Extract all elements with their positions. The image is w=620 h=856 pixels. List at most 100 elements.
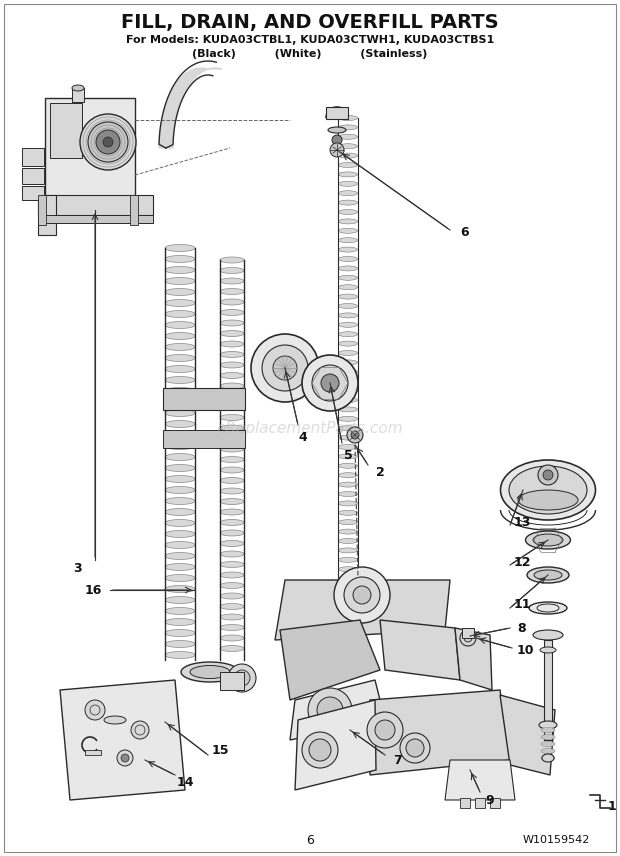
Ellipse shape: [339, 595, 358, 600]
Ellipse shape: [339, 510, 358, 515]
Ellipse shape: [339, 172, 358, 177]
Ellipse shape: [339, 586, 358, 591]
Ellipse shape: [220, 614, 244, 620]
Text: 1: 1: [608, 800, 616, 812]
Ellipse shape: [220, 603, 244, 609]
Ellipse shape: [165, 520, 195, 526]
Circle shape: [308, 688, 352, 732]
Circle shape: [543, 470, 553, 480]
Ellipse shape: [165, 388, 195, 395]
Bar: [72, 88, 84, 102]
Ellipse shape: [339, 482, 358, 487]
Circle shape: [85, 700, 105, 720]
Ellipse shape: [339, 397, 358, 402]
Ellipse shape: [339, 247, 358, 253]
Text: FILL, DRAIN, AND OVERFILL PARTS: FILL, DRAIN, AND OVERFILL PARTS: [121, 13, 499, 32]
Circle shape: [302, 355, 358, 411]
Ellipse shape: [220, 562, 244, 568]
Ellipse shape: [220, 456, 244, 462]
Text: 5: 5: [343, 449, 352, 461]
Circle shape: [273, 356, 297, 380]
Ellipse shape: [220, 635, 244, 641]
Bar: [50, 103, 82, 158]
Ellipse shape: [339, 454, 358, 459]
Ellipse shape: [165, 322, 195, 329]
Ellipse shape: [339, 623, 358, 628]
Circle shape: [351, 431, 359, 439]
Ellipse shape: [339, 285, 358, 289]
Ellipse shape: [339, 238, 358, 243]
Bar: [38, 215, 153, 223]
Ellipse shape: [339, 378, 358, 383]
Ellipse shape: [165, 563, 195, 570]
Circle shape: [332, 135, 342, 145]
Ellipse shape: [181, 662, 239, 682]
Ellipse shape: [339, 153, 358, 158]
Text: 12: 12: [513, 556, 531, 568]
Ellipse shape: [165, 531, 195, 538]
Bar: [130, 195, 138, 225]
Ellipse shape: [165, 465, 195, 472]
Bar: [460, 798, 470, 808]
Ellipse shape: [220, 341, 244, 347]
Ellipse shape: [165, 443, 195, 449]
Circle shape: [103, 137, 113, 147]
Text: 9: 9: [485, 794, 494, 806]
Text: (Black)          (White)          (Stainless): (Black) (White) (Stainless): [192, 49, 428, 59]
Ellipse shape: [220, 436, 244, 442]
Ellipse shape: [220, 530, 244, 536]
Circle shape: [96, 130, 120, 154]
Ellipse shape: [165, 454, 195, 461]
Ellipse shape: [339, 125, 358, 130]
Ellipse shape: [339, 163, 358, 168]
Ellipse shape: [220, 278, 244, 284]
Ellipse shape: [339, 407, 358, 412]
Circle shape: [80, 114, 136, 170]
Ellipse shape: [220, 268, 244, 274]
Text: 8: 8: [518, 621, 526, 634]
Ellipse shape: [220, 394, 244, 400]
Ellipse shape: [220, 520, 244, 526]
Ellipse shape: [165, 409, 195, 417]
Ellipse shape: [339, 323, 358, 327]
Ellipse shape: [165, 629, 195, 637]
Ellipse shape: [541, 756, 555, 760]
Circle shape: [406, 739, 424, 757]
Bar: [22, 186, 44, 200]
Ellipse shape: [339, 304, 358, 308]
Bar: [462, 628, 474, 638]
Ellipse shape: [220, 509, 244, 515]
Polygon shape: [380, 620, 460, 680]
Ellipse shape: [165, 245, 195, 252]
Polygon shape: [290, 680, 385, 740]
Ellipse shape: [220, 572, 244, 578]
Ellipse shape: [220, 425, 244, 431]
Circle shape: [375, 720, 395, 740]
Ellipse shape: [339, 501, 358, 506]
Bar: [475, 798, 485, 808]
Ellipse shape: [339, 276, 358, 280]
Ellipse shape: [339, 266, 358, 270]
Ellipse shape: [165, 640, 195, 647]
Circle shape: [121, 754, 129, 762]
Text: 4: 4: [299, 431, 308, 443]
Ellipse shape: [339, 473, 358, 478]
Text: 15: 15: [211, 744, 229, 757]
Ellipse shape: [541, 741, 555, 746]
Text: For Models: KUDA03CTBL1, KUDA03CTWH1, KUDA03CTBS1: For Models: KUDA03CTBL1, KUDA03CTWH1, KU…: [126, 35, 494, 45]
Ellipse shape: [339, 425, 358, 431]
Ellipse shape: [220, 372, 244, 378]
Ellipse shape: [534, 570, 562, 580]
Ellipse shape: [339, 191, 358, 196]
Ellipse shape: [165, 475, 195, 483]
Ellipse shape: [220, 582, 244, 589]
Ellipse shape: [165, 508, 195, 515]
Ellipse shape: [165, 619, 195, 626]
Ellipse shape: [339, 257, 358, 261]
Bar: [45, 98, 135, 203]
Circle shape: [367, 712, 403, 748]
Ellipse shape: [165, 311, 195, 318]
Ellipse shape: [533, 630, 563, 640]
Circle shape: [353, 586, 371, 604]
Ellipse shape: [220, 551, 244, 557]
